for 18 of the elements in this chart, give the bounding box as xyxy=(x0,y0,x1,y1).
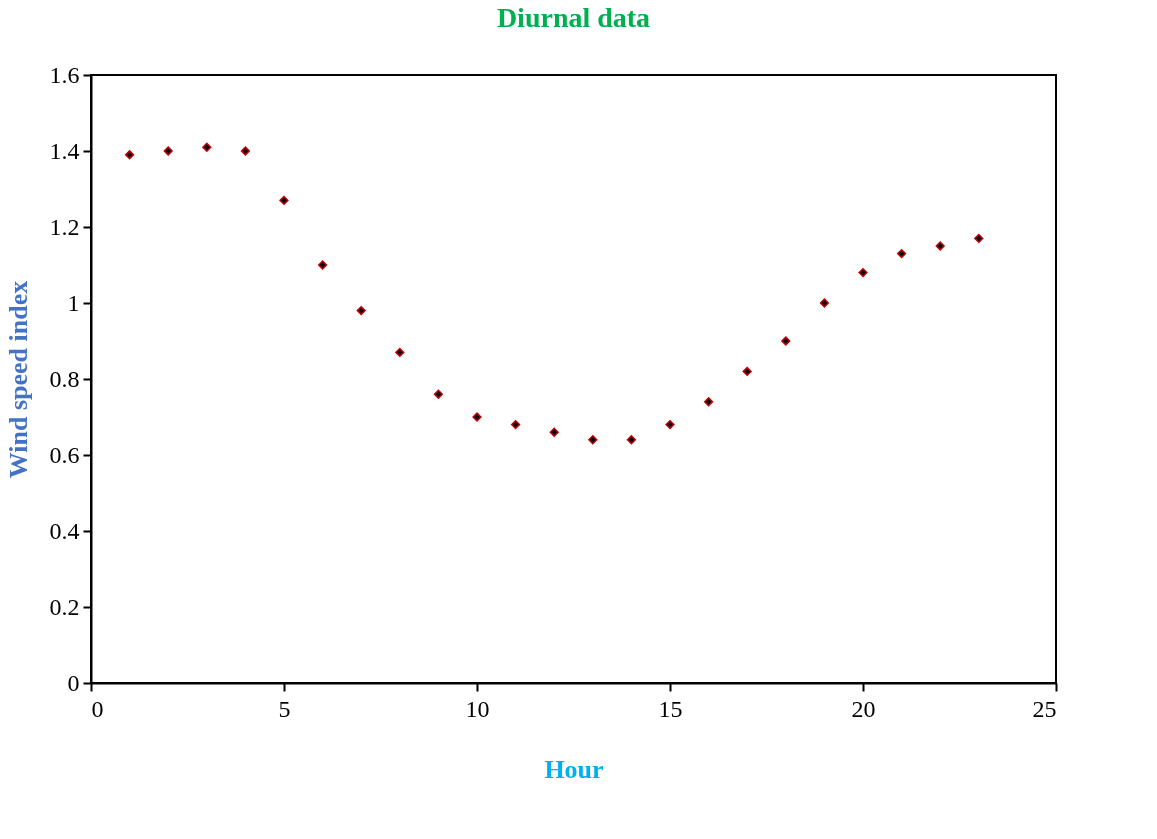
y-tick-label: 0.8 xyxy=(49,365,80,392)
x-axis-title: Hour xyxy=(544,754,604,784)
x-tick-label: 0 xyxy=(91,695,104,722)
y-axis-title: Wind speed index xyxy=(3,280,33,479)
y-tick-label: 0.4 xyxy=(49,517,80,544)
y-tick-label: 1.2 xyxy=(49,213,80,240)
y-tick-label: 0.6 xyxy=(49,441,80,468)
x-tick-label: 20 xyxy=(851,695,876,722)
y-tick-label: 1 xyxy=(67,289,80,316)
x-tick-label: 25 xyxy=(1032,695,1057,722)
y-tick-label: 1.6 xyxy=(49,61,80,88)
y-tick-label: 0.2 xyxy=(49,593,80,620)
x-tick-label: 5 xyxy=(278,695,291,722)
chart-title: Diurnal data xyxy=(496,2,651,33)
y-tick-label: 1.4 xyxy=(49,137,80,164)
x-tick-label: 15 xyxy=(658,695,683,722)
x-tick-label: 10 xyxy=(465,695,490,722)
y-tick-label: 0 xyxy=(67,669,80,696)
